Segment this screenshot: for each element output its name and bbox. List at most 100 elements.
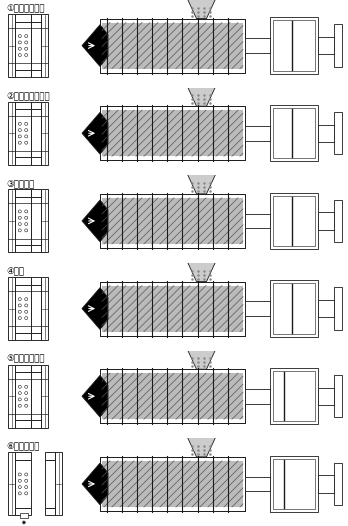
Bar — [318, 125, 334, 142]
Circle shape — [25, 404, 28, 407]
Bar — [100, 18, 245, 73]
Bar — [31, 372, 41, 420]
Circle shape — [18, 473, 21, 476]
Bar — [8, 189, 15, 252]
Polygon shape — [82, 113, 108, 154]
Circle shape — [25, 473, 28, 476]
Circle shape — [18, 41, 21, 44]
Bar — [273, 284, 315, 334]
Bar — [8, 365, 15, 428]
Bar — [31, 109, 41, 157]
Bar — [31, 245, 41, 252]
Bar — [15, 197, 31, 245]
Bar — [318, 37, 334, 54]
Bar — [270, 456, 318, 512]
Bar — [270, 17, 318, 74]
Bar — [245, 126, 270, 140]
Bar — [273, 21, 315, 71]
Circle shape — [25, 391, 28, 394]
Polygon shape — [180, 332, 223, 369]
Bar — [100, 194, 245, 248]
Bar — [15, 460, 31, 508]
Bar — [100, 281, 245, 336]
Circle shape — [25, 317, 28, 320]
Circle shape — [25, 485, 28, 489]
Polygon shape — [82, 288, 108, 329]
Circle shape — [18, 304, 21, 307]
Bar — [334, 112, 342, 155]
Circle shape — [18, 404, 21, 407]
Text: ③射出する: ③射出する — [6, 179, 34, 188]
Bar — [45, 508, 55, 515]
Circle shape — [18, 122, 21, 125]
Circle shape — [18, 216, 21, 219]
Circle shape — [18, 385, 21, 388]
Bar — [102, 110, 243, 156]
Polygon shape — [180, 157, 223, 194]
Bar — [41, 14, 48, 77]
Circle shape — [25, 304, 28, 307]
Bar — [273, 196, 315, 246]
Circle shape — [25, 135, 28, 138]
Circle shape — [25, 128, 28, 132]
Bar — [41, 277, 48, 340]
Bar — [270, 280, 318, 337]
Bar — [334, 24, 342, 67]
Bar — [273, 108, 315, 158]
Bar — [245, 214, 270, 228]
Bar — [31, 102, 41, 109]
Bar — [102, 461, 243, 507]
Bar — [15, 14, 31, 22]
Circle shape — [25, 385, 28, 388]
Circle shape — [18, 317, 21, 320]
Bar — [102, 286, 243, 331]
Circle shape — [18, 229, 21, 232]
Bar — [15, 102, 31, 109]
Bar — [334, 375, 342, 418]
Bar — [100, 457, 245, 511]
Circle shape — [25, 47, 28, 50]
Bar — [31, 189, 41, 197]
Circle shape — [18, 492, 21, 495]
Circle shape — [18, 391, 21, 394]
Bar — [45, 460, 55, 508]
Circle shape — [25, 492, 28, 495]
Bar — [102, 23, 243, 68]
Circle shape — [25, 54, 28, 57]
Circle shape — [18, 128, 21, 132]
Bar — [8, 277, 15, 340]
Bar — [102, 198, 243, 244]
Bar — [270, 193, 318, 249]
Bar — [45, 452, 55, 460]
Circle shape — [25, 310, 28, 313]
Bar — [15, 285, 31, 332]
Bar — [31, 420, 41, 428]
Bar — [15, 372, 31, 420]
Circle shape — [25, 41, 28, 44]
Bar — [318, 300, 334, 317]
Bar — [15, 22, 31, 69]
Bar — [245, 477, 270, 491]
Polygon shape — [82, 25, 108, 66]
Bar — [100, 106, 245, 160]
Text: ④保圧: ④保圧 — [6, 267, 24, 276]
Bar — [15, 189, 31, 197]
Bar — [245, 389, 270, 403]
Bar — [273, 371, 315, 421]
Bar — [334, 200, 342, 242]
Polygon shape — [180, 0, 223, 18]
Bar — [31, 157, 41, 165]
Bar — [334, 287, 342, 330]
Bar — [100, 18, 245, 73]
Circle shape — [18, 222, 21, 226]
Bar — [31, 277, 41, 285]
Circle shape — [18, 35, 21, 38]
Bar — [245, 301, 270, 316]
Polygon shape — [180, 245, 223, 281]
Bar — [100, 281, 245, 336]
Bar — [100, 106, 245, 160]
Bar — [15, 157, 31, 165]
Bar — [20, 513, 28, 518]
Circle shape — [18, 141, 21, 144]
Polygon shape — [82, 376, 108, 417]
